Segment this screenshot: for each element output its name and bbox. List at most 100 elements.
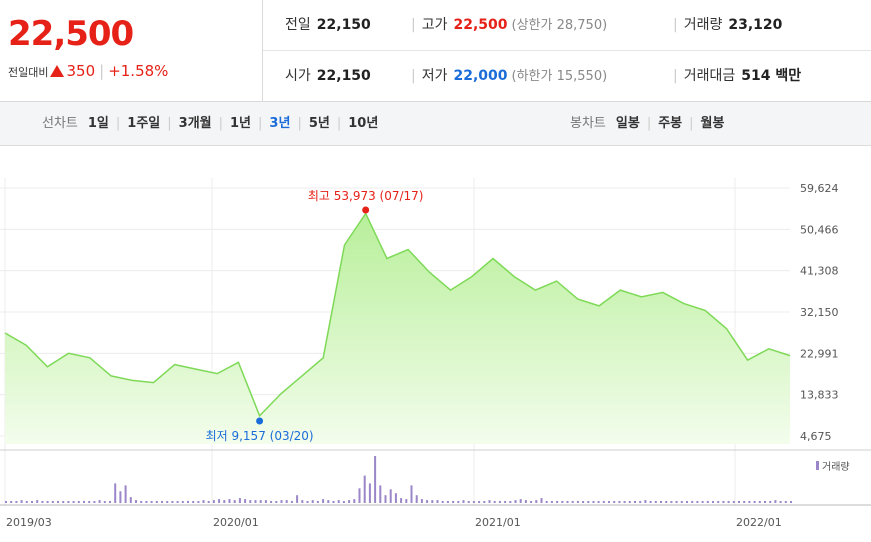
volume-bar xyxy=(46,501,49,503)
volume-bar xyxy=(618,501,621,503)
volume-bar xyxy=(51,501,54,503)
min-label: 최저 9,157 (03/20) xyxy=(206,429,314,443)
volume-bar xyxy=(436,500,439,503)
price-line xyxy=(4,211,791,418)
min-marker xyxy=(256,417,264,425)
volume-bar xyxy=(233,500,236,503)
tab-daily[interactable]: 일봉 xyxy=(615,116,640,131)
volume-bar xyxy=(576,501,579,503)
volume-bar xyxy=(114,483,117,503)
volume-bar xyxy=(72,501,75,503)
volume-bar xyxy=(680,501,683,503)
volume-bar xyxy=(660,501,662,503)
x-tick-label: 2021/01 xyxy=(475,516,521,529)
volume-bar xyxy=(441,501,444,503)
volume-bar xyxy=(166,501,169,503)
tab-1y[interactable]: 1년 xyxy=(230,116,252,131)
tab-1w[interactable]: 1주일 xyxy=(127,116,161,131)
volume-bar xyxy=(524,500,527,503)
x-tick-label: 2019/03 xyxy=(6,516,52,529)
volume-bar xyxy=(192,501,195,503)
change-label: 전일대비 xyxy=(8,66,49,79)
volume-bar xyxy=(228,499,231,503)
quote-details: 전일 22,150 | 고가 22,500 (상한가 28,750) | 거래량 23,12… xyxy=(263,0,871,101)
y-tick-label: 59,624 xyxy=(800,182,839,195)
volume-bar xyxy=(446,501,449,503)
y-tick-label: 50,466 xyxy=(800,223,839,236)
volume-bar xyxy=(171,501,174,503)
volume-bar xyxy=(135,500,137,503)
volume-bar xyxy=(374,456,377,503)
tab-weekly[interactable]: 주봉 xyxy=(658,116,683,131)
volume-bar xyxy=(540,498,543,503)
volume-bar xyxy=(774,500,777,503)
volume-bar xyxy=(727,501,730,503)
volume-bar xyxy=(764,501,766,503)
volume-bar xyxy=(83,501,85,503)
volume-bar xyxy=(623,501,626,503)
volume-bar xyxy=(244,499,247,503)
volume-bar xyxy=(613,501,616,503)
volume-bar xyxy=(431,500,434,503)
volume-bar xyxy=(150,501,153,503)
volume-bar xyxy=(384,495,387,503)
volume-bar xyxy=(493,501,496,503)
max-label: 최고 53,973 (07/17) xyxy=(308,189,424,203)
volume-bar xyxy=(254,500,257,503)
tab-5y[interactable]: 5년 xyxy=(308,116,330,131)
volume-bar xyxy=(155,501,158,503)
volume-bar xyxy=(296,495,299,503)
volume-bar xyxy=(758,501,761,503)
volume-bar xyxy=(701,501,704,503)
volume-bar xyxy=(628,501,631,503)
volume-legend-label: 거래량 xyxy=(822,461,850,473)
volume-bar xyxy=(348,500,351,503)
volume-bar xyxy=(270,501,273,503)
volume-bar xyxy=(519,499,522,503)
volume-bar xyxy=(129,497,132,503)
volume-bar xyxy=(187,501,189,503)
tab-1d[interactable]: 1일 xyxy=(87,116,109,131)
volume-bar xyxy=(358,488,361,503)
volume-bar xyxy=(31,501,33,503)
volume-bar xyxy=(400,498,403,503)
volume-bar xyxy=(514,500,517,503)
tab-monthly[interactable]: 월봉 xyxy=(700,116,725,131)
volume-bar xyxy=(597,501,600,503)
tab-3m[interactable]: 3개월 xyxy=(178,116,212,131)
volume-bar xyxy=(530,501,533,503)
day-low: | 저가 22,000 (하한가 15,550) xyxy=(411,68,608,84)
volume-bar xyxy=(379,485,382,503)
volume-bar xyxy=(696,501,699,503)
volume-bar xyxy=(566,501,569,503)
volume-bar xyxy=(176,501,179,503)
volume-bar xyxy=(483,501,486,503)
x-tick-label: 2020/01 xyxy=(213,516,259,529)
volume-bar xyxy=(394,493,397,503)
volume-bar xyxy=(753,501,756,503)
x-tick-label: 2022/01 xyxy=(736,516,782,529)
tab-3y[interactable]: 3년 xyxy=(269,116,291,131)
prev-close: 전일 22,150 xyxy=(285,17,371,33)
volume-bar xyxy=(639,501,642,503)
volume-bar xyxy=(634,501,636,503)
volume-bar xyxy=(5,501,7,503)
change-divider: | xyxy=(99,62,105,80)
volume-bar xyxy=(368,483,371,503)
volume-bars: 거래량 xyxy=(5,456,850,504)
volume-bar xyxy=(535,500,538,503)
volume-bar xyxy=(103,501,106,503)
volume-bar xyxy=(316,501,319,503)
volume-bar xyxy=(571,501,574,503)
y-tick-label: 22,991 xyxy=(800,347,839,360)
volume-bar xyxy=(415,495,418,503)
tab-10y[interactable]: 10년 xyxy=(348,116,379,131)
volume-bar xyxy=(452,501,455,503)
volume-bar xyxy=(665,501,668,503)
volume-bar xyxy=(20,500,23,503)
volume-bar xyxy=(706,501,709,503)
volume-bar xyxy=(582,501,585,503)
volume-bar xyxy=(592,501,595,503)
volume-bar xyxy=(670,501,673,503)
volume-bar xyxy=(322,499,325,503)
